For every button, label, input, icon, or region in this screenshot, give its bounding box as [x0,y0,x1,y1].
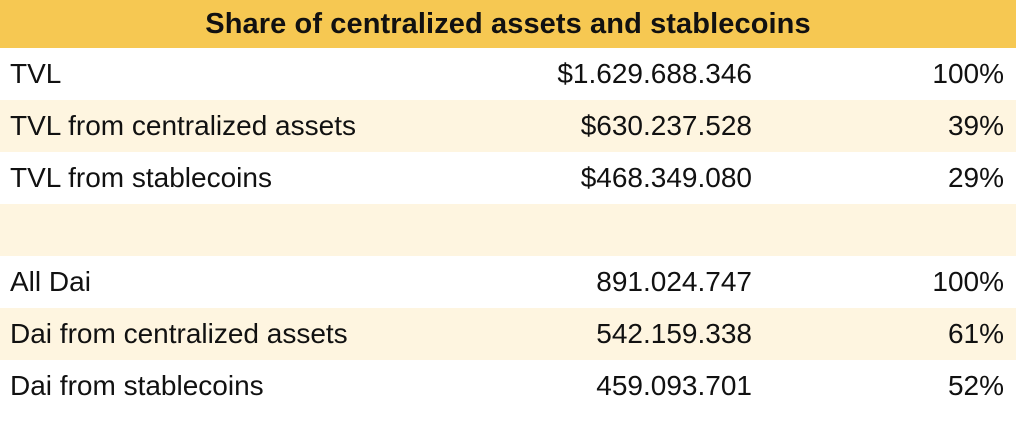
row-label: TVL from stablecoins [10,162,272,193]
row-label: All Dai [10,266,91,297]
row-value: $630.237.528 [580,110,752,141]
row-percentage: 61% [947,318,1004,349]
table-row: TVL from stablecoins $468.349.080 29% [0,152,1016,204]
row-label: Dai from centralized assets [10,318,348,349]
row-percentage: 100% [932,266,1004,297]
row-label: Dai from stablecoins [10,370,264,401]
blank-row [0,204,1016,256]
table-title: Share of centralized assets and stableco… [0,0,1016,48]
row-label: TVL from centralized assets [10,110,356,141]
row-value: 459.093.701 [596,370,752,401]
row-percentage: 29% [947,162,1004,193]
table-row: Dai from stablecoins 459.093.701 52% [0,360,1016,412]
table-row: TVL $1.629.688.346 100% [0,48,1016,100]
table-row: TVL from centralized assets $630.237.528… [0,100,1016,152]
row-value: 542.159.338 [596,318,752,349]
table-row: All Dai 891.024.747 100% [0,256,1016,308]
row-percentage: 52% [947,370,1004,401]
table-row: Dai from centralized assets 542.159.338 … [0,308,1016,360]
row-percentage: 39% [947,110,1004,141]
row-value: 891.024.747 [596,266,752,297]
row-value: $468.349.080 [580,162,752,193]
row-value: $1.629.688.346 [557,58,752,89]
row-percentage: 100% [932,58,1004,89]
row-label: TVL [10,58,62,89]
